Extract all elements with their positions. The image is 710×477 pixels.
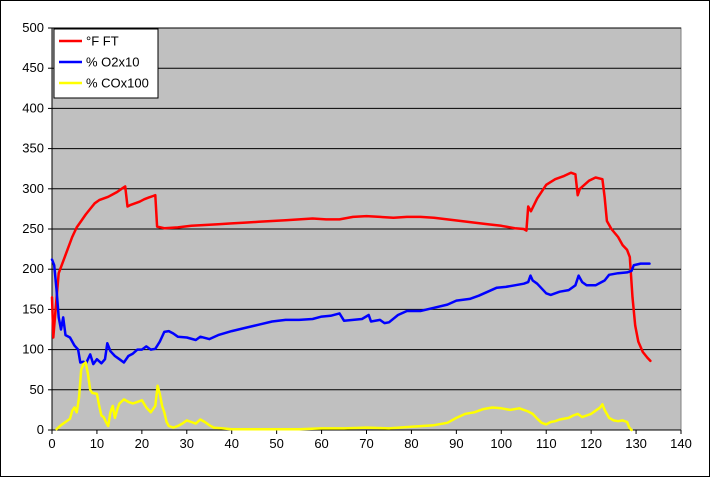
- legend-label-1: % O2x10: [86, 55, 139, 70]
- series-line-2: [55, 361, 633, 432]
- y-tick-label: 250: [22, 221, 44, 236]
- x-tick-label: 100: [490, 436, 512, 451]
- x-tick-label: 0: [48, 436, 55, 451]
- x-tick-label: 80: [404, 436, 418, 451]
- legend-label-2: % COx100: [86, 76, 149, 91]
- x-tick-label: 70: [359, 436, 373, 451]
- x-tick-label: 30: [180, 436, 194, 451]
- y-tick-label: 300: [22, 181, 44, 196]
- x-tick-label: 60: [314, 436, 328, 451]
- y-tick-label: 50: [30, 382, 44, 397]
- axes: 0 50 100 150 200 250 300 350 400 450 500 0 10 20 30 40 5…: [22, 20, 692, 451]
- y-tick-label: 200: [22, 261, 44, 276]
- gridlines: [52, 27, 681, 391]
- x-tick-label: 20: [135, 436, 149, 451]
- x-tick-label: 110: [536, 436, 557, 451]
- series-lines: [50, 171, 652, 432]
- legend: °F FT % O2x10 % COx100: [53, 28, 159, 99]
- x-tick-label: 130: [625, 436, 647, 451]
- x-tick-label: 10: [90, 436, 104, 451]
- y-tick-label: 150: [22, 301, 44, 316]
- legend-label-0: °F FT: [86, 34, 119, 49]
- y-tick-label: 350: [22, 141, 44, 156]
- y-tick-label: 500: [22, 20, 44, 35]
- x-tick-label: 90: [449, 436, 463, 451]
- y-tick-label: 100: [22, 342, 44, 357]
- y-tick-label: 0: [37, 422, 44, 437]
- y-tick-label: 400: [22, 100, 44, 115]
- series-line-1: [50, 258, 651, 366]
- series-line-0: [50, 171, 652, 363]
- x-tick-label: 50: [269, 436, 283, 451]
- y-tick-label: 450: [22, 60, 44, 75]
- x-tick-label: 40: [224, 436, 238, 451]
- x-tick-label: 120: [580, 436, 602, 451]
- x-tick-label: 140: [670, 436, 692, 451]
